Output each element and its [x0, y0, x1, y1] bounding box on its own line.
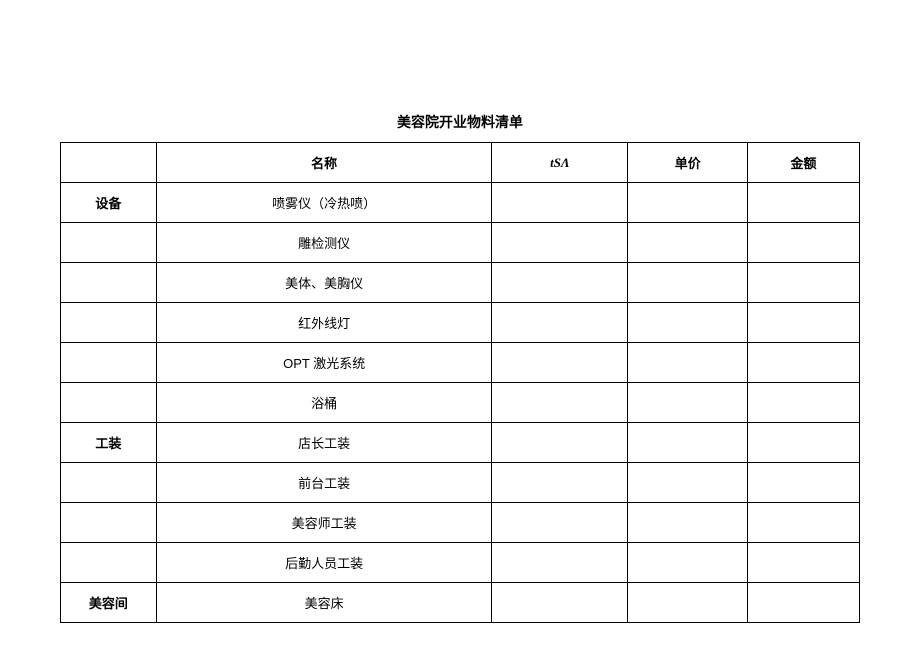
table-row: 美容间美容床 — [61, 583, 860, 623]
table-row: OPT 激光系统 — [61, 343, 860, 383]
cell-name: 红外线灯 — [156, 303, 492, 343]
table-body: 设备喷雾仪（冷热喷）雕检测仪美体、美胸仪红外线灯OPT 激光系统浴桶工装店长工装… — [61, 183, 860, 623]
cell-price — [628, 543, 748, 583]
table-row: 美容师工装 — [61, 503, 860, 543]
cell-category — [61, 223, 157, 263]
header-qty: tSΛ — [492, 143, 628, 183]
cell-amount — [748, 503, 860, 543]
header-amount: 金额 — [748, 143, 860, 183]
cell-name: 店长工装 — [156, 423, 492, 463]
table-row: 浴桶 — [61, 383, 860, 423]
cell-amount — [748, 583, 860, 623]
cell-qty — [492, 183, 628, 223]
cell-qty — [492, 583, 628, 623]
cell-category — [61, 383, 157, 423]
cell-price — [628, 183, 748, 223]
table-row: 雕检测仪 — [61, 223, 860, 263]
cell-name: 浴桶 — [156, 383, 492, 423]
cell-category — [61, 303, 157, 343]
cell-category: 工装 — [61, 423, 157, 463]
materials-table: 名称 tSΛ 单价 金额 设备喷雾仪（冷热喷）雕检测仪美体、美胸仪红外线灯OPT… — [60, 142, 860, 623]
table-row: 设备喷雾仪（冷热喷） — [61, 183, 860, 223]
cell-price — [628, 583, 748, 623]
page-title: 美容院开业物料清单 — [60, 112, 860, 132]
cell-name: 美容师工装 — [156, 503, 492, 543]
cell-amount — [748, 303, 860, 343]
table-row: 美体、美胸仪 — [61, 263, 860, 303]
cell-category — [61, 343, 157, 383]
cell-name: 美容床 — [156, 583, 492, 623]
cell-amount — [748, 223, 860, 263]
header-row: 名称 tSΛ 单价 金额 — [61, 143, 860, 183]
cell-amount — [748, 183, 860, 223]
cell-price — [628, 303, 748, 343]
cell-amount — [748, 263, 860, 303]
cell-name: 雕检测仪 — [156, 223, 492, 263]
cell-category — [61, 263, 157, 303]
header-category — [61, 143, 157, 183]
cell-qty — [492, 223, 628, 263]
cell-name: 喷雾仪（冷热喷） — [156, 183, 492, 223]
cell-qty — [492, 463, 628, 503]
table-row: 红外线灯 — [61, 303, 860, 343]
table-row: 前台工装 — [61, 463, 860, 503]
table-row: 工装店长工装 — [61, 423, 860, 463]
cell-amount — [748, 343, 860, 383]
cell-category: 美容间 — [61, 583, 157, 623]
cell-price — [628, 263, 748, 303]
cell-category — [61, 463, 157, 503]
cell-qty — [492, 423, 628, 463]
cell-name: 美体、美胸仪 — [156, 263, 492, 303]
cell-name: OPT 激光系统 — [156, 343, 492, 383]
header-price: 单价 — [628, 143, 748, 183]
cell-qty — [492, 383, 628, 423]
cell-amount — [748, 383, 860, 423]
cell-price — [628, 463, 748, 503]
cell-amount — [748, 463, 860, 503]
cell-category: 设备 — [61, 183, 157, 223]
cell-name: 前台工装 — [156, 463, 492, 503]
cell-category — [61, 503, 157, 543]
cell-price — [628, 503, 748, 543]
cell-price — [628, 423, 748, 463]
cell-amount — [748, 423, 860, 463]
cell-qty — [492, 303, 628, 343]
cell-price — [628, 223, 748, 263]
table-row: 后勤人员工装 — [61, 543, 860, 583]
cell-qty — [492, 543, 628, 583]
cell-category — [61, 543, 157, 583]
cell-name: 后勤人员工装 — [156, 543, 492, 583]
cell-qty — [492, 503, 628, 543]
cell-qty — [492, 343, 628, 383]
cell-price — [628, 343, 748, 383]
cell-amount — [748, 543, 860, 583]
header-name: 名称 — [156, 143, 492, 183]
cell-price — [628, 383, 748, 423]
cell-qty — [492, 263, 628, 303]
